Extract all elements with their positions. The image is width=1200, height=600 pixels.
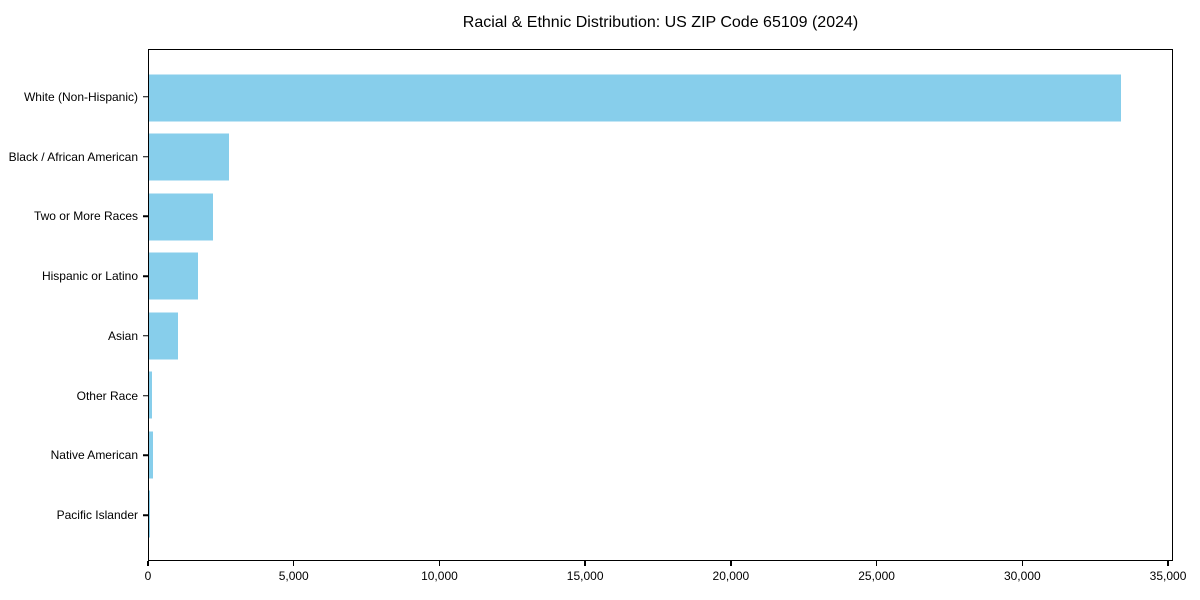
bar — [149, 312, 178, 360]
x-tick-label: 10,000 — [421, 569, 458, 583]
bar-row — [149, 306, 1172, 366]
y-tick-label: Two or More Races — [33, 209, 138, 224]
y-tick-mark — [143, 335, 148, 337]
y-tick-label: Black / African American — [8, 149, 138, 164]
y-tick-label: Pacific Islander — [56, 508, 138, 523]
y-tick-row: Two or More Races — [0, 187, 148, 247]
x-tick-label: 30,000 — [1003, 569, 1041, 583]
y-axis-labels: White (Non-Hispanic) Black / African Amer… — [0, 49, 148, 561]
y-tick-label: Native American — [50, 448, 138, 463]
bar-row — [149, 247, 1172, 307]
x-tick-label: 5,000 — [278, 569, 309, 583]
y-tick-row: Black / African American — [0, 127, 148, 187]
y-tick-label: Asian — [107, 328, 138, 343]
bar — [149, 252, 198, 300]
y-tick-row: Other Race — [0, 366, 148, 426]
bar — [149, 74, 1121, 122]
plot-area — [148, 49, 1173, 561]
bar — [149, 371, 153, 419]
x-tick-label: 25,000 — [858, 569, 895, 583]
bar — [149, 193, 213, 241]
x-tick-label: 35,000 — [1149, 569, 1187, 583]
x-axis: 0 5,000 10,000 15,000 20,000 25,000 30,000 35,0… — [144, 561, 1186, 593]
x-tick-mark — [147, 561, 149, 566]
y-tick-row: Native American — [0, 426, 148, 486]
chart-title: Racial & Ethnic Distribution: US ZIP Cod… — [462, 14, 859, 31]
y-tick-row: Hispanic or Latino — [0, 246, 148, 306]
x-tick-mark — [438, 561, 441, 566]
y-tick-label: White (Non-Hispanic) — [23, 89, 138, 104]
y-tick-mark — [143, 454, 148, 457]
x-tick-label: 15,000 — [566, 569, 604, 583]
bar — [149, 490, 150, 538]
x-tick-label: 0 — [144, 569, 152, 583]
y-tick-label: Other Race — [76, 388, 138, 403]
y-tick-mark — [143, 155, 148, 158]
x-tick-mark — [1167, 561, 1169, 566]
y-tick-row: White (Non-Hispanic) — [0, 67, 148, 127]
y-tick-mark — [143, 514, 148, 516]
bar-row — [149, 128, 1172, 188]
bar-row — [149, 366, 1172, 426]
x-tick-mark — [584, 561, 586, 566]
y-tick-row: Pacific Islander — [0, 485, 148, 545]
bar-row — [149, 485, 1172, 545]
x-tick-mark — [730, 561, 732, 566]
y-tick-mark — [143, 96, 148, 98]
bar — [149, 133, 229, 181]
y-tick-mark — [143, 394, 148, 397]
bar-row — [149, 187, 1172, 247]
y-tick-label: Hispanic or Latino — [41, 269, 138, 284]
bar-row — [149, 68, 1172, 128]
x-tick-label: 20,000 — [712, 569, 750, 583]
bar-row — [149, 425, 1172, 485]
x-tick-mark — [1021, 561, 1024, 566]
x-tick-mark — [292, 561, 295, 566]
y-tick-mark — [143, 215, 148, 218]
y-tick-mark — [143, 275, 148, 277]
x-tick-mark — [875, 561, 878, 566]
bar — [149, 431, 154, 479]
y-tick-row: Asian — [0, 306, 148, 366]
